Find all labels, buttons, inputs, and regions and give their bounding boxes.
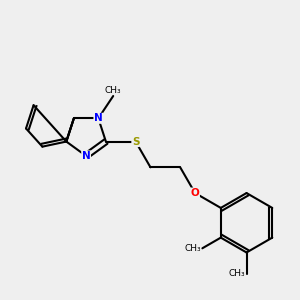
Text: N: N <box>94 113 103 123</box>
Text: S: S <box>132 136 140 147</box>
Text: CH₃: CH₃ <box>105 85 122 94</box>
Text: CH₃: CH₃ <box>228 269 245 278</box>
Text: O: O <box>191 188 200 198</box>
Text: N: N <box>82 151 91 161</box>
Text: CH₃: CH₃ <box>184 244 201 253</box>
